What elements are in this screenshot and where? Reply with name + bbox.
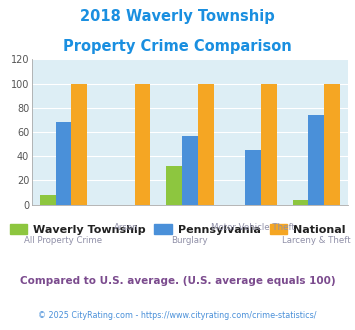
Bar bbox=[308, 115, 324, 205]
Bar bbox=[166, 166, 182, 205]
Legend: Waverly Township, Pennsylvania, National: Waverly Township, Pennsylvania, National bbox=[5, 219, 350, 239]
Text: Compared to U.S. average. (U.S. average equals 100): Compared to U.S. average. (U.S. average … bbox=[20, 276, 335, 286]
Bar bbox=[324, 83, 340, 205]
Bar bbox=[56, 122, 71, 205]
Bar bbox=[198, 83, 214, 205]
Bar bbox=[261, 83, 277, 205]
Bar bbox=[245, 150, 261, 205]
Text: © 2025 CityRating.com - https://www.cityrating.com/crime-statistics/: © 2025 CityRating.com - https://www.city… bbox=[38, 311, 317, 320]
Text: Larceny & Theft: Larceny & Theft bbox=[282, 236, 351, 245]
Bar bbox=[135, 83, 151, 205]
Text: Motor Vehicle Theft: Motor Vehicle Theft bbox=[211, 223, 295, 232]
Text: All Property Crime: All Property Crime bbox=[24, 236, 103, 245]
Bar bbox=[293, 200, 308, 205]
Bar bbox=[182, 136, 198, 205]
Text: Burglary: Burglary bbox=[171, 236, 208, 245]
Text: Property Crime Comparison: Property Crime Comparison bbox=[63, 39, 292, 54]
Bar bbox=[71, 83, 87, 205]
Text: Arson: Arson bbox=[114, 223, 139, 232]
Bar bbox=[40, 195, 56, 205]
Text: 2018 Waverly Township: 2018 Waverly Township bbox=[80, 9, 275, 24]
